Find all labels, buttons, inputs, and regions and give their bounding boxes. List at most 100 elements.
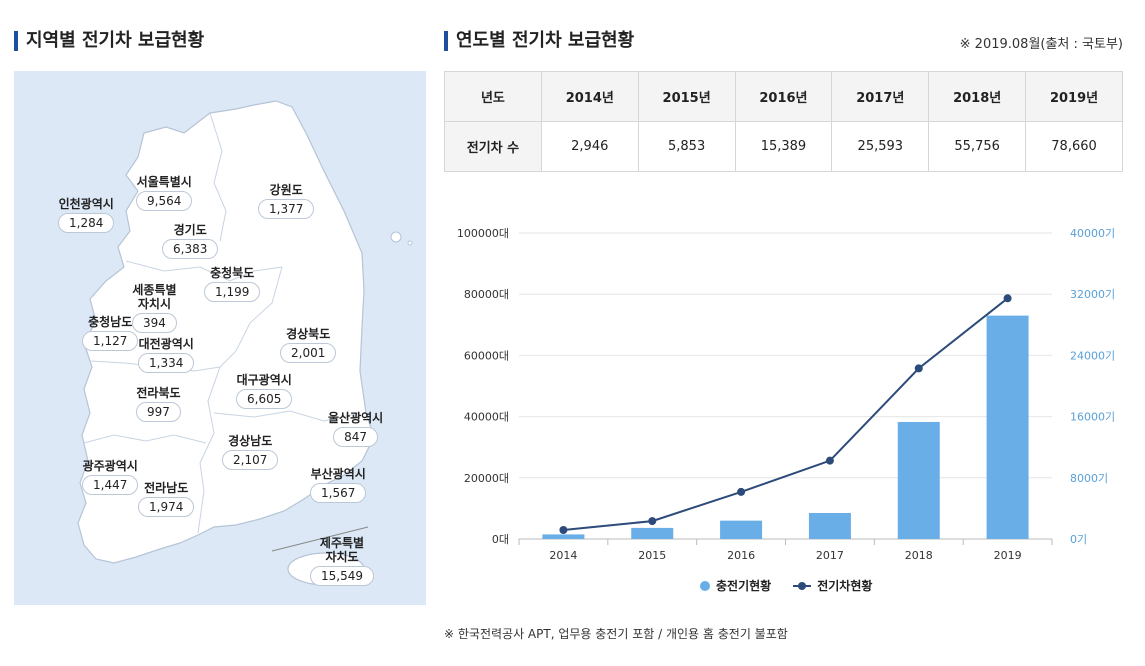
value-cell: 78,660	[1025, 121, 1123, 172]
year-cell: 2019년	[1025, 71, 1123, 122]
region-jeonnam[interactable]: 전라남도 1,974	[138, 481, 195, 517]
region-name: 전라남도	[144, 481, 189, 495]
year-cell: 2014년	[540, 71, 639, 122]
region-name: 경상북도	[286, 327, 331, 341]
region-chungbuk[interactable]: 충청북도 1,199	[204, 266, 261, 302]
bar-chargers-2019	[986, 315, 1029, 539]
region-jeju[interactable]: 제주특별 자치도 15,549	[310, 536, 374, 586]
region-gangwon[interactable]: 강원도 1,377	[258, 183, 315, 219]
region-incheon[interactable]: 인천광역시 1,284	[58, 197, 115, 233]
region-value: 6,605	[236, 389, 293, 409]
region-value: 1,567	[310, 483, 367, 503]
year-header: 년도	[444, 71, 542, 122]
x-tick-label: 2015	[638, 549, 666, 562]
region-gyeongbuk[interactable]: 경상북도 2,001	[280, 327, 337, 363]
value-cell: 25,593	[831, 121, 930, 172]
legend-item-chargers[interactable]: 충전기현황	[700, 577, 771, 594]
y-left-tick-label: 100000대	[457, 227, 509, 240]
region-name: 광주광역시	[82, 459, 138, 473]
region-value: 15,549	[310, 566, 374, 586]
legend-label: 충전기현황	[716, 579, 772, 593]
region-name: 세종특별 자치시	[132, 283, 177, 311]
border-gyeongbuk-gyeongnam	[213, 410, 361, 422]
y-left-tick-label: 80000대	[464, 288, 509, 301]
x-tick-label: 2019	[994, 549, 1022, 562]
region-gwangju[interactable]: 광주광역시 1,447	[82, 459, 139, 495]
x-tick-label: 2018	[905, 549, 933, 562]
point-evs-2014	[559, 525, 568, 534]
region-daegu[interactable]: 대구광역시 6,605	[236, 373, 293, 409]
y-left-tick-label: 60000대	[464, 349, 509, 362]
ev-chart: 0대 0기 20000대 8000기 40000대 16000기 60000대 24000기 8…	[457, 227, 1115, 562]
region-value: 2,001	[280, 343, 337, 363]
border-chungbuk-gyeongbuk	[219, 266, 283, 368]
border-north-central	[125, 260, 283, 282]
point-evs-2016	[737, 487, 746, 496]
footnote: ※ 한국전력공사 APT, 업무용 충전기 포함 / 개인용 홈 충전기 불포함	[444, 627, 788, 641]
value-cell: 55,756	[928, 121, 1027, 172]
point-evs-2015	[648, 517, 657, 526]
region-name: 충청북도	[210, 266, 255, 280]
year-cell: 2015년	[637, 71, 736, 122]
bar-chargers-2015	[631, 527, 674, 539]
row-label: 전기차 수	[444, 121, 542, 172]
region-gyeonggi[interactable]: 경기도 6,383	[162, 223, 219, 259]
bar-chargers-2017	[808, 512, 851, 539]
y-left-tick-label: 40000대	[464, 411, 509, 424]
region-daejeon[interactable]: 대전광역시 1,334	[138, 337, 195, 373]
x-tick-label: 2017	[816, 549, 844, 562]
point-evs-2017	[825, 456, 834, 465]
y-right-tick-label: 32000기	[1070, 288, 1115, 301]
region-value: 1,284	[58, 213, 115, 233]
region-value: 9,564	[136, 191, 193, 211]
region-name: 경상남도	[228, 434, 273, 448]
bar-chargers-2018	[897, 421, 940, 539]
ev-stats-table: 년도 2014년 2015년 2016년 2017년 2018년 2019년 전…	[444, 71, 1123, 172]
source-note: ※ 2019.08월(출처 : 국토부)	[959, 37, 1123, 52]
table-row: 전기차 수 2,946 5,853 15,389 25,593 55,756 7…	[444, 121, 1123, 172]
region-ulsan[interactable]: 울산광역시 847	[328, 411, 383, 447]
region-value: 847	[333, 427, 379, 447]
point-evs-2019	[1003, 294, 1012, 303]
korea-map	[77, 100, 413, 586]
region-chungnam[interactable]: 충청남도 1,127	[82, 315, 139, 351]
region-name: 부산광역시	[310, 467, 366, 481]
region-name: 제주특별 자치도	[319, 536, 365, 564]
region-jeonbuk[interactable]: 전라북도 997	[136, 386, 181, 422]
border-jeolla-gyeongsang	[197, 366, 221, 534]
y-right-tick-label: 16000기	[1070, 411, 1115, 424]
border-jeonbuk-jeonnam	[83, 434, 207, 444]
border-gyeonggi-gangwon	[209, 112, 227, 242]
region-gyeongnam[interactable]: 경상남도 2,107	[222, 434, 279, 470]
y-left-tick-label: 0대	[492, 533, 509, 546]
bar-chargers-2014	[542, 534, 585, 539]
chart-legend: 충전기현황 전기차현황	[700, 577, 872, 594]
region-sejong[interactable]: 세종특별 자치시 394	[132, 283, 177, 333]
regional-title: 지역별 전기차 보급현황	[14, 30, 204, 52]
region-name: 서울특별시	[136, 175, 192, 189]
legend-item-evs[interactable]: 전기차현황	[793, 577, 872, 594]
region-value: 1,377	[258, 199, 315, 219]
y-right-tick-label: 24000기	[1070, 349, 1115, 362]
region-busan[interactable]: 부산광역시 1,567	[310, 467, 367, 503]
year-cell: 2016년	[734, 71, 833, 122]
value-cell: 5,853	[637, 121, 736, 172]
region-value: 1,127	[82, 331, 139, 351]
dokdo-island	[407, 240, 413, 246]
region-value: 6,383	[162, 239, 219, 259]
yearly-title: 연도별 전기차 보급현황	[444, 30, 634, 52]
year-cell: 2017년	[831, 71, 930, 122]
korea-map-panel: 서울특별시 9,564 인천광역시 1,284 경기도 6,383 강원도 1,…	[14, 71, 426, 605]
region-value: 1,334	[138, 353, 195, 373]
value-cell: 15,389	[734, 121, 833, 172]
legend-line-icon	[793, 581, 812, 591]
region-seoul[interactable]: 서울특별시 9,564	[136, 175, 193, 211]
y-right-tick-label: 0기	[1070, 533, 1087, 546]
region-value: 1,447	[82, 475, 139, 495]
bar-chargers-2016	[720, 520, 763, 539]
region-value: 2,107	[222, 450, 279, 470]
region-value: 997	[136, 402, 181, 422]
region-name: 울산광역시	[328, 411, 384, 425]
region-name: 전라북도	[136, 386, 181, 400]
value-cell: 2,946	[540, 121, 639, 172]
